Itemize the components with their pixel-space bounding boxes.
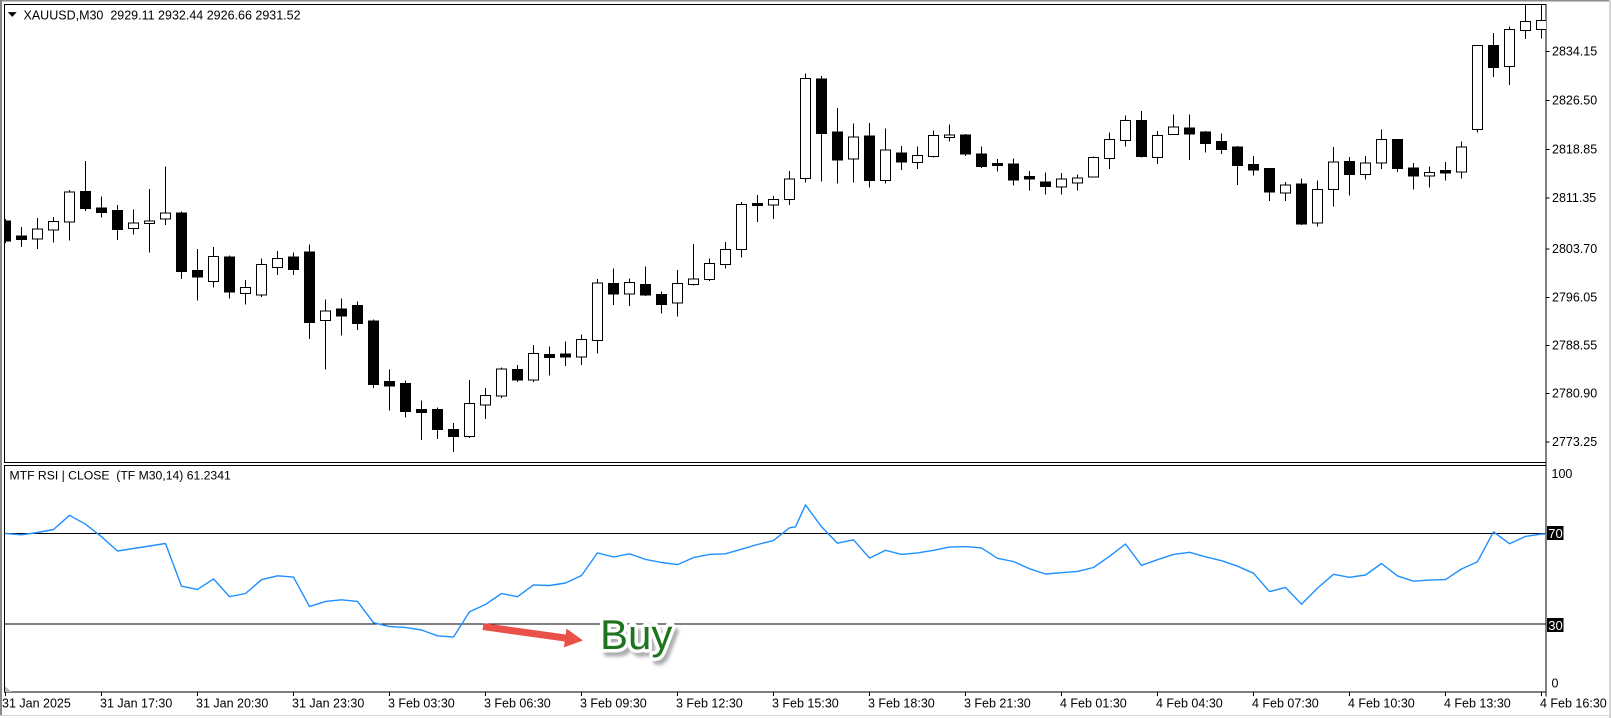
svg-text:2834.15: 2834.15	[1552, 45, 1597, 59]
svg-text:4 Feb 01:30: 4 Feb 01:30	[1060, 697, 1127, 711]
svg-text:2803.70: 2803.70	[1552, 242, 1597, 256]
svg-text:2788.55: 2788.55	[1552, 339, 1597, 353]
svg-text:2826.50: 2826.50	[1552, 94, 1597, 108]
svg-text:2811.35: 2811.35	[1552, 191, 1596, 205]
svg-text:30: 30	[1548, 618, 1562, 633]
svg-text:31 Jan 23:30: 31 Jan 23:30	[292, 697, 364, 711]
svg-text:3 Feb 03:30: 3 Feb 03:30	[388, 697, 455, 711]
svg-text:2773.25: 2773.25	[1552, 435, 1597, 449]
svg-text:4 Feb 16:30: 4 Feb 16:30	[1540, 697, 1607, 711]
svg-text:4 Feb 10:30: 4 Feb 10:30	[1348, 697, 1415, 711]
svg-text:3 Feb 15:30: 3 Feb 15:30	[772, 697, 839, 711]
svg-text:3 Feb 09:30: 3 Feb 09:30	[580, 697, 647, 711]
svg-text:31 Jan 2025: 31 Jan 2025	[2, 697, 71, 711]
svg-text:MTF RSI | CLOSE (TF M30,14) 6: MTF RSI | CLOSE (TF M30,14) 61.2341	[10, 469, 231, 483]
svg-text:Buy: Buy	[604, 616, 676, 663]
svg-text:Buy: Buy	[600, 611, 672, 658]
svg-text:0: 0	[1552, 677, 1559, 691]
svg-text:3 Feb 06:30: 3 Feb 06:30	[484, 697, 551, 711]
svg-text:3 Feb 12:30: 3 Feb 12:30	[676, 697, 743, 711]
svg-text:Buy: Buy	[600, 611, 672, 658]
svg-text:31 Jan 17:30: 31 Jan 17:30	[100, 697, 172, 711]
svg-text:2818.85: 2818.85	[1552, 143, 1597, 157]
svg-text:4 Feb 04:30: 4 Feb 04:30	[1156, 697, 1223, 711]
svg-text:4 Feb 07:30: 4 Feb 07:30	[1252, 697, 1319, 711]
svg-text:4 Feb 13:30: 4 Feb 13:30	[1444, 697, 1511, 711]
svg-text:3 Feb 21:30: 3 Feb 21:30	[964, 697, 1031, 711]
svg-text:3 Feb 18:30: 3 Feb 18:30	[868, 697, 935, 711]
svg-text:70: 70	[1548, 526, 1562, 541]
svg-text:2780.90: 2780.90	[1552, 387, 1597, 401]
svg-text:31 Jan 20:30: 31 Jan 20:30	[196, 697, 268, 711]
svg-text:2796.05: 2796.05	[1552, 291, 1597, 305]
svg-text:XAUUSD,M30 2929.11 2932.44 29: XAUUSD,M30 2929.11 2932.44 2926.66 2931.…	[24, 9, 301, 23]
svg-text:100: 100	[1552, 467, 1573, 481]
